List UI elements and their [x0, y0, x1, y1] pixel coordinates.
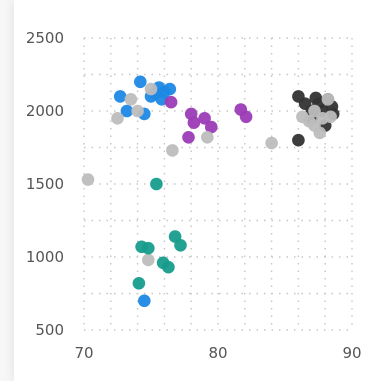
scatter-point	[113, 90, 127, 103]
scatter-point	[205, 120, 218, 134]
scatter-point	[174, 239, 187, 252]
chart-card	[14, 0, 372, 381]
scatter-point	[201, 131, 214, 144]
scatter-point	[124, 93, 138, 106]
y-tick-label: 1000	[26, 248, 64, 266]
scatter-point	[162, 260, 175, 274]
scatter-point	[187, 116, 201, 129]
y-tick-label: 500	[35, 321, 64, 339]
scatter-point	[308, 119, 321, 132]
scatter-point	[120, 104, 134, 118]
axis-ticks: 70 80 90 500 1000 1500 2000 2500	[26, 29, 362, 362]
y-tick-label: 2000	[26, 102, 64, 120]
scatter-point	[198, 112, 211, 125]
scatter-point	[131, 104, 144, 118]
scatter-point	[150, 177, 163, 191]
data-points	[81, 75, 340, 308]
scatter-point	[239, 110, 253, 124]
scatter-point	[164, 95, 178, 109]
scatter-point	[144, 82, 158, 96]
scatter-point	[182, 131, 195, 144]
scatter-point	[324, 110, 337, 124]
scatter-point	[265, 136, 278, 150]
scatter-point	[166, 144, 179, 157]
y-tick-label: 1500	[26, 175, 64, 193]
scatter-point	[321, 93, 335, 106]
y-tick-label: 2500	[26, 29, 64, 47]
scatter-point	[111, 112, 124, 125]
scatter-point	[142, 253, 155, 267]
scatter-point	[132, 277, 146, 290]
scatter-point	[163, 82, 177, 96]
scatter-point	[308, 104, 321, 118]
x-tick-label: 80	[208, 344, 227, 362]
scatter-point	[81, 173, 95, 186]
scatter-point	[134, 75, 147, 89]
scatter-point	[138, 294, 151, 308]
scatter-point	[142, 241, 155, 255]
grid-lines	[83, 37, 353, 331]
x-tick-label: 90	[342, 344, 361, 362]
scatter-point	[292, 133, 305, 147]
x-tick-label: 70	[74, 344, 93, 362]
